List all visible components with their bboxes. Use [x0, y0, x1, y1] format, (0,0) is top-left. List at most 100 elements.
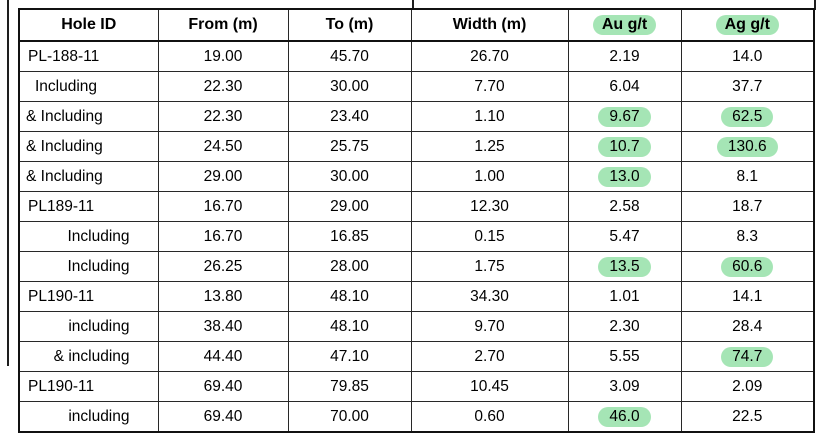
ag-cell: 74.7 [680, 341, 815, 372]
stray-line-top-1 [412, 0, 414, 10]
au-cell: 10.7 [567, 131, 682, 162]
highlight-pill: 130.6 [716, 136, 778, 157]
hole-id-cell: including [18, 311, 159, 342]
ag-cell: 37.7 [680, 71, 815, 102]
to-cell: 79.85 [287, 371, 412, 402]
table-row: PL-188-11 19.00 45.70 26.70 2.19 14.0 [18, 40, 815, 72]
header-label: From (m) [188, 16, 258, 33]
highlight-pill: 60.6 [721, 256, 774, 277]
highlight-pill: Ag g/t [715, 15, 779, 35]
hole-id-cell: PL-188-11 [18, 40, 159, 72]
width-cell: 34.30 [410, 281, 569, 312]
drill-results-table: Hole ID From (m) To (m) Width (m) Au g/t Ag g… [18, 8, 815, 433]
width-cell: 1.25 [410, 131, 569, 162]
table-row: & Including 22.30 23.40 1.10 9.67 62.5 [18, 101, 815, 132]
au-cell: 2.58 [567, 191, 682, 222]
width-cell: 0.15 [410, 221, 569, 252]
ag-cell: 62.5 [680, 101, 815, 132]
to-cell: 47.10 [287, 341, 412, 372]
highlight-pill: 46.0 [598, 406, 651, 427]
hole-id-cell: & Including [18, 161, 159, 192]
table-row: PL190-11 13.80 48.10 34.30 1.01 14.1 [18, 281, 815, 312]
width-cell: 9.70 [410, 311, 569, 342]
ag-cell: 8.1 [680, 161, 815, 192]
highlight-pill: Au g/t [592, 15, 657, 35]
column-header-au: Au g/t [567, 8, 682, 42]
highlight-pill: 13.5 [598, 256, 651, 277]
from-cell: 22.30 [157, 71, 289, 102]
au-cell: 9.67 [567, 101, 682, 132]
au-cell: 6.04 [567, 71, 682, 102]
width-cell: 1.00 [410, 161, 569, 192]
au-cell: 2.30 [567, 311, 682, 342]
from-cell: 69.40 [157, 401, 289, 433]
to-cell: 23.40 [287, 101, 412, 132]
ag-cell: 14.1 [680, 281, 815, 312]
highlight-pill: 9.67 [598, 106, 651, 127]
column-header-from: From (m) [157, 8, 289, 42]
au-cell: 5.55 [567, 341, 682, 372]
table-row: & Including 29.00 30.00 1.00 13.0 8.1 [18, 161, 815, 192]
from-cell: 29.00 [157, 161, 289, 192]
width-cell: 12.30 [410, 191, 569, 222]
from-cell: 26.25 [157, 251, 289, 282]
highlight-pill: 74.7 [721, 346, 774, 367]
width-cell: 0.60 [410, 401, 569, 433]
hole-id-cell: Including [18, 251, 159, 282]
column-header-hole: Hole ID [18, 8, 159, 42]
hole-id-cell: & including [18, 341, 159, 372]
width-cell: 2.70 [410, 341, 569, 372]
to-cell: 30.00 [287, 71, 412, 102]
table-row: PL190-11 69.40 79.85 10.45 3.09 2.09 [18, 371, 815, 402]
width-cell: 1.10 [410, 101, 569, 132]
hole-id-cell: & Including [18, 131, 159, 162]
from-cell: 19.00 [157, 40, 289, 72]
table-row: Including 16.70 16.85 0.15 5.47 8.3 [18, 221, 815, 252]
highlight-pill: 62.5 [721, 106, 774, 127]
ag-cell: 60.6 [680, 251, 815, 282]
table-row: & including 44.40 47.10 2.70 5.55 74.7 [18, 341, 815, 372]
width-cell: 7.70 [410, 71, 569, 102]
from-cell: 16.70 [157, 191, 289, 222]
ag-cell: 28.4 [680, 311, 815, 342]
hole-id-cell: including [18, 401, 159, 433]
au-cell: 5.47 [567, 221, 682, 252]
table-row: including 38.40 48.10 9.70 2.30 28.4 [18, 311, 815, 342]
highlight-pill: 13.0 [598, 166, 651, 187]
header-label: Width (m) [452, 16, 527, 33]
table-row: PL189-11 16.70 29.00 12.30 2.58 18.7 [18, 191, 815, 222]
header-label: To (m) [325, 16, 374, 33]
ag-cell: 130.6 [680, 131, 815, 162]
from-cell: 22.30 [157, 101, 289, 132]
to-cell: 28.00 [287, 251, 412, 282]
from-cell: 24.50 [157, 131, 289, 162]
hole-id-cell: PL190-11 [18, 371, 159, 402]
ag-cell: 2.09 [680, 371, 815, 402]
highlight-pill: 10.7 [598, 136, 651, 157]
au-cell: 46.0 [567, 401, 682, 433]
from-cell: 38.40 [157, 311, 289, 342]
width-cell: 10.45 [410, 371, 569, 402]
table-header-row: Hole ID From (m) To (m) Width (m) Au g/t Ag g… [18, 8, 815, 42]
column-header-width: Width (m) [410, 8, 569, 42]
table-body: PL-188-11 19.00 45.70 26.70 2.19 14.0 Includin… [18, 40, 815, 433]
to-cell: 48.10 [287, 311, 412, 342]
page: { "colors": { "highlight": "#a5e5b5", "b… [7, 0, 816, 433]
stray-line-left [7, 0, 9, 366]
table-row: Including 22.30 30.00 7.70 6.04 37.7 [18, 71, 815, 102]
to-cell: 29.00 [287, 191, 412, 222]
ag-cell: 22.5 [680, 401, 815, 433]
header-row: Hole ID From (m) To (m) Width (m) Au g/t Ag g… [18, 8, 815, 42]
au-cell: 2.19 [567, 40, 682, 72]
to-cell: 70.00 [287, 401, 412, 433]
to-cell: 16.85 [287, 221, 412, 252]
column-header-ag: Ag g/t [680, 8, 815, 42]
from-cell: 69.40 [157, 371, 289, 402]
hole-id-cell: & Including [18, 101, 159, 132]
table-row: Including 26.25 28.00 1.75 13.5 60.6 [18, 251, 815, 282]
to-cell: 45.70 [287, 40, 412, 72]
from-cell: 13.80 [157, 281, 289, 312]
header-label: Hole ID [61, 16, 117, 33]
ag-cell: 8.3 [680, 221, 815, 252]
ag-cell: 18.7 [680, 191, 815, 222]
